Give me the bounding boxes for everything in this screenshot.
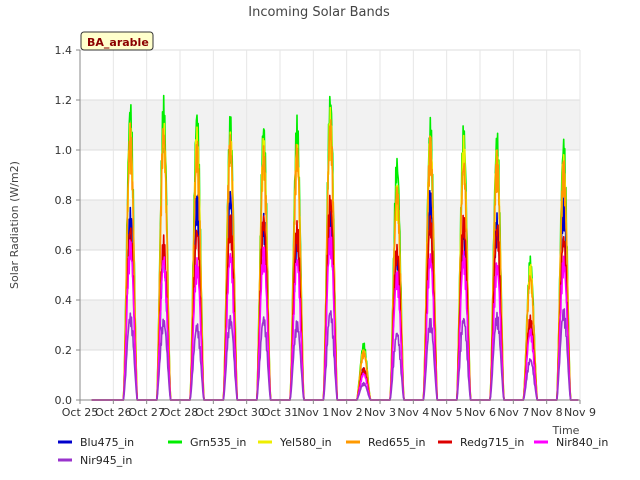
x-tick-label: Nov 7 (497, 406, 529, 419)
legend-item-Blu475_in: Blu475_in (58, 436, 134, 449)
legend-item-Redg715_in: Redg715_in (438, 436, 524, 449)
x-tick-label: Nov 2 (331, 406, 363, 419)
y-tick-label: 1.4 (55, 44, 73, 57)
legend-item-Nir840_in: Nir840_in (534, 436, 608, 449)
plot-band (80, 300, 580, 350)
chart-title: Incoming Solar Bands (248, 5, 390, 20)
y-tick-label: 1.0 (55, 144, 73, 157)
x-tick-label: Nov 4 (397, 406, 429, 419)
station-badge: BA_arable (80, 31, 154, 51)
x-tick-label: Nov 8 (531, 406, 563, 419)
legend-label: Nir840_in (556, 436, 608, 449)
legend-label: Nir945_in (80, 454, 132, 467)
x-tick-label: Oct 30 (228, 406, 265, 419)
legend-item-Yel580_in: Yel580_in (258, 436, 332, 449)
legend-item-Nir945_in: Nir945_in (58, 454, 132, 467)
y-tick-label: 0.4 (55, 294, 73, 307)
x-tick-label: Nov 3 (364, 406, 396, 419)
y-tick-label: 0.8 (55, 194, 73, 207)
x-tick-label: Oct 26 (95, 406, 132, 419)
x-tick-label: Nov 9 (564, 406, 596, 419)
legend-label: Yel580_in (279, 436, 332, 449)
y-tick-label: 0.0 (55, 394, 73, 407)
y-tick-label: 0.6 (55, 244, 73, 257)
x-tick-label: Oct 28 (162, 406, 199, 419)
y-axis-label: Solar Radiation (W/m2) (8, 161, 21, 289)
x-tick-label: Oct 27 (128, 406, 165, 419)
legend-item-Grn535_in: Grn535_in (168, 436, 246, 449)
legend-label: Redg715_in (460, 436, 524, 449)
x-tick-label: Oct 29 (195, 406, 232, 419)
legend-label: Grn535_in (190, 436, 246, 449)
x-tick-label: Nov 5 (431, 406, 463, 419)
x-tick-label: Oct 25 (62, 406, 99, 419)
y-tick-label: 1.2 (55, 94, 73, 107)
station-badge-text: BA_arable (87, 36, 149, 49)
legend-item-Red655_in: Red655_in (346, 436, 425, 449)
x-tick-label: Oct 31 (262, 406, 299, 419)
x-tick-label: Nov 1 (297, 406, 329, 419)
y-tick-label: 0.2 (55, 344, 73, 357)
legend-label: Red655_in (368, 436, 425, 449)
legend-label: Blu475_in (80, 436, 134, 449)
x-tick-label: Nov 6 (464, 406, 496, 419)
x-axis-label: Time (552, 424, 580, 437)
